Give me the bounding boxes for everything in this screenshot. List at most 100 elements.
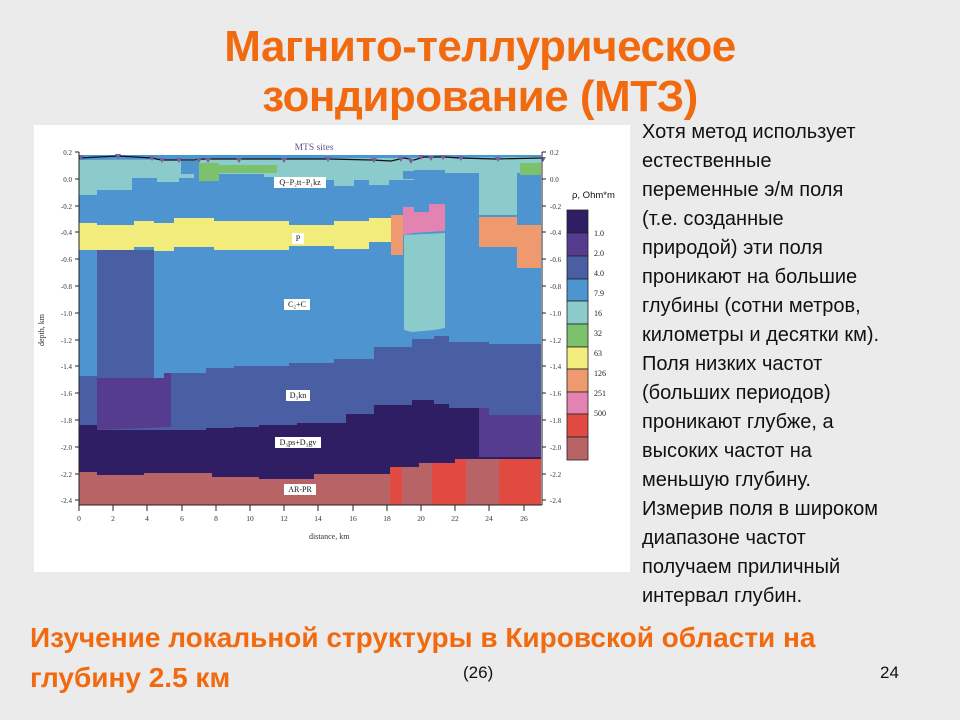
resistivity-blocks (78, 155, 542, 505)
svg-text:-1.0: -1.0 (61, 310, 73, 318)
svg-text:16: 16 (594, 309, 602, 318)
legend-title: ρ, Ohm*m (572, 190, 615, 201)
svg-text:24: 24 (485, 514, 493, 523)
text-line: (больших периодов) (642, 382, 831, 404)
resistivity-legend: ρ, Ohm*m 1.0 2.0 4.0 7.9 16 32 (566, 190, 615, 461)
svg-text:126: 126 (594, 369, 606, 378)
svg-text:10: 10 (246, 514, 254, 523)
svg-text:-2.2: -2.2 (550, 471, 562, 479)
svg-text:2.0: 2.0 (594, 249, 604, 258)
svg-text:4.0: 4.0 (594, 269, 604, 278)
svg-text:4: 4 (145, 514, 149, 523)
svg-text:-0.6: -0.6 (550, 256, 562, 264)
method-description-text: Хотя метод использует естественные перем… (642, 118, 952, 611)
svg-text:-2.4: -2.4 (61, 497, 73, 505)
unit-label-d3ps-d3gv: D₃ps+D₃gv (280, 438, 317, 447)
svg-text:-1.4: -1.4 (61, 363, 73, 371)
svg-text:63: 63 (594, 349, 602, 358)
text-line: километры и десятки км). (642, 324, 880, 346)
text-line: Поля низких частот (642, 353, 823, 375)
reference-number: (26) (463, 663, 494, 682)
svg-text:-1.4: -1.4 (550, 363, 562, 371)
text-line: проникают на большие (642, 266, 858, 288)
svg-text:7.9: 7.9 (594, 289, 604, 298)
text-line: (т.е. созданные (642, 208, 784, 230)
unit-label-c2-c: C₂+C (288, 300, 306, 309)
y-axis-label: depth, km (37, 313, 46, 346)
unit-label-q-p: Q−P₂tt−P₁kz (279, 178, 321, 187)
svg-text:-2.0: -2.0 (61, 444, 73, 452)
text-line: интервал глубин. (642, 585, 803, 607)
text-line: диапазоне частот (642, 527, 806, 549)
svg-text:-2.2: -2.2 (61, 471, 73, 479)
svg-text:-0.2: -0.2 (550, 203, 562, 211)
svg-text:18: 18 (383, 514, 391, 523)
svg-text:-1.0: -1.0 (550, 310, 562, 318)
text-line: естественные (642, 150, 772, 172)
left-y-axis (75, 151, 80, 505)
text-line: глубины (сотни метров, (642, 295, 861, 317)
svg-text:-0.4: -0.4 (550, 229, 562, 237)
unit-label-d3kn: D₃kn (290, 391, 307, 400)
svg-text:-0.2: -0.2 (61, 203, 73, 211)
svg-text:0.0: 0.0 (63, 176, 72, 184)
unit-label-ar-pr: AR-PR (288, 485, 312, 494)
svg-text:32: 32 (594, 329, 602, 338)
x-axis-label: distance, km (309, 532, 350, 541)
caption-line-2: глубину 2.5 км (30, 662, 231, 693)
text-line: переменные э/м поля (642, 179, 844, 201)
mts-sites-title: MTS sites (295, 143, 334, 153)
svg-text:0: 0 (77, 514, 81, 523)
svg-text:-1.2: -1.2 (550, 337, 562, 345)
x-axis (78, 504, 542, 511)
svg-text:2: 2 (111, 514, 115, 523)
svg-text:6: 6 (180, 514, 184, 523)
mts-resistivity-section-figure: 0.2 0.0 -0.2 -0.4 -0.6 -0.8 -1.0 -1.2 -1… (34, 125, 630, 572)
svg-text:16: 16 (349, 514, 357, 523)
title-line-1: Магнито-теллурическое (224, 22, 736, 71)
svg-text:0.2: 0.2 (550, 149, 559, 157)
svg-text:26: 26 (520, 514, 528, 523)
slide-title: Магнито-теллурическое зондирование (МТЗ) (0, 22, 960, 122)
svg-text:-1.6: -1.6 (61, 390, 73, 398)
unit-label-p: P (296, 234, 301, 243)
svg-text:-1.8: -1.8 (550, 417, 562, 425)
text-line: Измерив поля в широком (642, 498, 878, 520)
svg-text:14: 14 (314, 514, 322, 523)
svg-text:12: 12 (280, 514, 288, 523)
svg-text:-1.2: -1.2 (61, 337, 73, 345)
page-number: 24 (880, 663, 899, 682)
text-line: высоких частот на (642, 440, 812, 462)
svg-text:1.0: 1.0 (594, 229, 604, 238)
svg-text:-1.6: -1.6 (550, 390, 562, 398)
resistivity-section-chart: 0.2 0.0 -0.2 -0.4 -0.6 -0.8 -1.0 -1.2 -1… (37, 143, 615, 541)
right-y-axis (541, 151, 546, 505)
title-line-2: зондирование (МТЗ) (262, 72, 698, 121)
svg-text:-2.4: -2.4 (550, 497, 562, 505)
text-line: меньшую глубину. (642, 469, 811, 491)
svg-text:20: 20 (417, 514, 425, 523)
svg-text:-0.8: -0.8 (550, 283, 562, 291)
svg-text:251: 251 (594, 389, 606, 398)
geologic-unit-labels: Q−P₂tt−P₁kz P C₂+C D₃kn D₃ps+D₃gv AR-PR (274, 177, 326, 495)
text-line: получаем приличный (642, 556, 841, 578)
svg-text:0.2: 0.2 (63, 149, 72, 157)
svg-text:500: 500 (594, 409, 606, 418)
svg-text:-2.0: -2.0 (550, 444, 562, 452)
svg-text:-1.8: -1.8 (61, 417, 73, 425)
svg-text:8: 8 (214, 514, 218, 523)
svg-text:22: 22 (451, 514, 459, 523)
svg-text:-0.8: -0.8 (61, 283, 73, 291)
text-line: Хотя метод использует (642, 121, 856, 143)
svg-text:0.0: 0.0 (550, 176, 559, 184)
slide-caption: Изучение локальной структуры в Кировской… (30, 618, 950, 698)
text-line: проникают глубже, а (642, 411, 834, 433)
x-tick-labels: 0 2 4 6 8 10 12 14 16 18 20 22 24 26 (77, 514, 528, 523)
y-tick-labels-right: 0.2 0.0 -0.2 -0.4 -0.6 -0.8 -1.0 -1.2 -1… (550, 149, 562, 505)
svg-text:-0.4: -0.4 (61, 229, 73, 237)
mts-site-markers (78, 154, 546, 164)
svg-text:-0.6: -0.6 (61, 256, 73, 264)
y-tick-labels-left: 0.2 0.0 -0.2 -0.4 -0.6 -0.8 -1.0 -1.2 -1… (61, 149, 73, 505)
legend-labels: 1.0 2.0 4.0 7.9 16 32 63 126 251 500 (594, 229, 606, 418)
caption-line-1: Изучение локальной структуры в Кировской… (30, 622, 816, 653)
